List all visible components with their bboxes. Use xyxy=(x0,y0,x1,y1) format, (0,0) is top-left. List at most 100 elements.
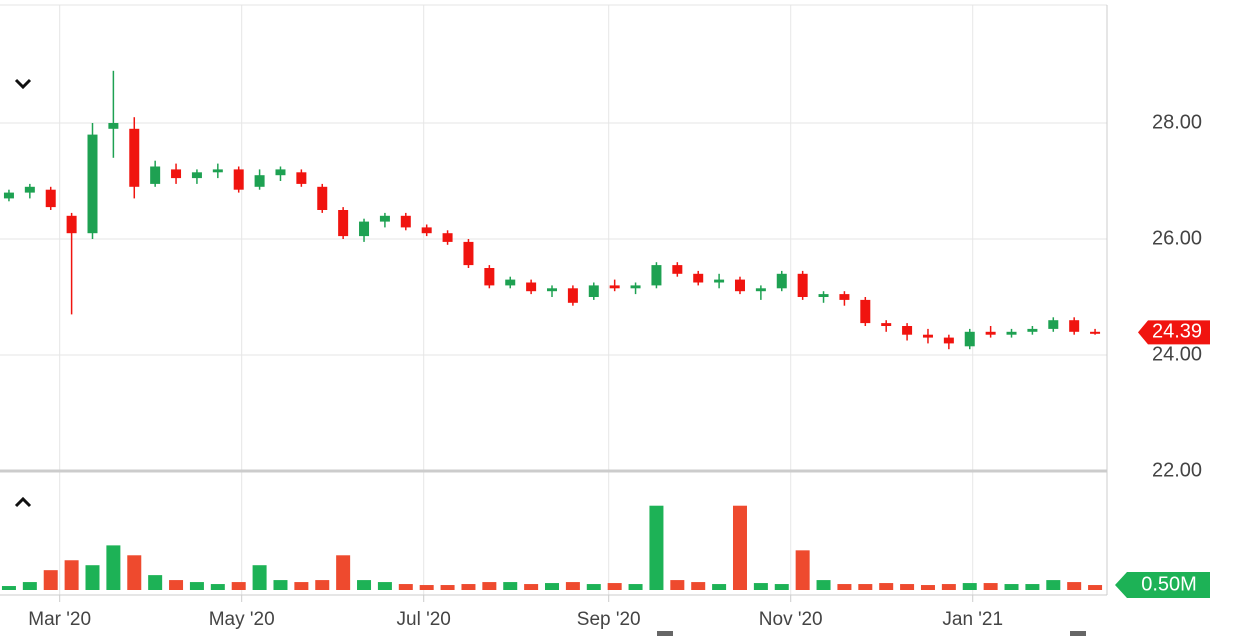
candle-body xyxy=(317,186,328,210)
volume-bar xyxy=(649,505,664,590)
volume-bar xyxy=(732,505,747,590)
candle-body xyxy=(943,337,954,344)
volume-bar xyxy=(712,584,727,590)
candle-body xyxy=(1048,320,1059,329)
volume-bar xyxy=(106,545,121,590)
volume-bar xyxy=(670,580,685,590)
candle-body xyxy=(233,169,244,190)
volume-bar xyxy=(962,583,977,590)
volume-bar xyxy=(336,555,351,590)
candle-body xyxy=(275,169,286,176)
volume-bar xyxy=(983,583,998,590)
candle-body xyxy=(45,189,56,208)
candle-body xyxy=(129,128,140,187)
volume-bar xyxy=(941,584,956,590)
volume-bar xyxy=(43,570,58,590)
x-tick-label: Nov '20 xyxy=(759,609,823,630)
x-tick-label: Mar '20 xyxy=(28,609,91,630)
marks xyxy=(1,70,1103,590)
candle-body xyxy=(442,233,453,242)
volume-bar xyxy=(482,582,497,590)
candle-body xyxy=(87,134,98,234)
volume-bar xyxy=(461,584,476,590)
volume-bar xyxy=(628,584,643,590)
candle-body xyxy=(3,192,14,199)
price-marker-label: 24.39 xyxy=(1152,321,1202,343)
volume-bar xyxy=(22,582,37,590)
volume-bar xyxy=(1067,582,1082,590)
candle-body xyxy=(567,288,578,303)
volume-bar xyxy=(858,584,873,590)
candle-body xyxy=(212,169,223,173)
candle-body xyxy=(526,282,537,292)
volume-bar xyxy=(879,583,894,590)
candle-body xyxy=(254,175,265,187)
volume-marker-label: 0.50M xyxy=(1141,573,1197,595)
candle-body xyxy=(484,268,495,286)
candle-body xyxy=(547,288,558,292)
candle-body xyxy=(463,241,474,266)
volume-bar xyxy=(1088,585,1103,590)
candle-body xyxy=(66,215,77,234)
candle-body xyxy=(150,166,161,184)
volume-bar xyxy=(586,584,601,590)
candle-body xyxy=(755,288,766,292)
candle-body xyxy=(359,221,370,237)
volume-bar xyxy=(920,585,935,590)
candle-body xyxy=(108,123,119,129)
candle-body xyxy=(171,169,182,179)
candle-body xyxy=(839,294,850,300)
volume-bar xyxy=(315,580,330,590)
volume-bar xyxy=(252,565,267,590)
candle-body xyxy=(964,331,975,347)
volume-bar xyxy=(607,583,622,590)
candle-body xyxy=(818,294,829,297)
volume-bar xyxy=(1,586,16,590)
candle-body xyxy=(860,299,871,324)
candle-body xyxy=(714,279,725,283)
candle-body xyxy=(734,279,745,292)
candle-body xyxy=(588,285,599,297)
volume-bar xyxy=(64,560,79,590)
volume-bar xyxy=(440,585,455,590)
x-tick-label: Sep '20 xyxy=(577,609,641,630)
volume-bar xyxy=(503,582,518,590)
volume-bar xyxy=(189,582,204,590)
y-tick-label: 26.00 xyxy=(1152,227,1202,249)
x-tick-label: Jul '20 xyxy=(397,609,451,630)
candle-body xyxy=(1069,320,1080,332)
volume-bar xyxy=(398,584,413,590)
volume-bar xyxy=(231,582,246,590)
volume-bar xyxy=(691,582,706,590)
candle-body xyxy=(1090,331,1101,334)
candle-body xyxy=(379,215,390,222)
volume-bar xyxy=(795,550,810,590)
volume-bar xyxy=(774,584,789,590)
candle-body xyxy=(505,279,516,286)
candle-body xyxy=(881,323,892,326)
y-tick-label: 24.00 xyxy=(1152,343,1202,365)
expand-button[interactable] xyxy=(14,496,32,508)
volume-bar xyxy=(1004,584,1019,590)
candle-body xyxy=(400,215,411,228)
candle-body xyxy=(24,186,35,193)
candle-body xyxy=(338,210,349,237)
candle-body xyxy=(693,273,704,283)
scroll-handle[interactable] xyxy=(1070,631,1086,636)
scroll-handle[interactable] xyxy=(657,631,673,636)
candle-body xyxy=(672,265,683,274)
candle-body xyxy=(421,227,432,234)
collapse-button[interactable] xyxy=(14,78,32,90)
x-tick-label: May '20 xyxy=(209,609,275,630)
candle-body xyxy=(191,172,202,179)
volume-bar xyxy=(357,580,372,590)
candle-body xyxy=(1006,331,1017,335)
volume-bar xyxy=(524,584,539,590)
y-tick-label: 28.00 xyxy=(1152,111,1202,133)
price-marker xyxy=(1138,320,1210,345)
volume-bar xyxy=(127,555,142,590)
candle-body xyxy=(296,172,307,184)
volume-bar xyxy=(545,583,560,590)
